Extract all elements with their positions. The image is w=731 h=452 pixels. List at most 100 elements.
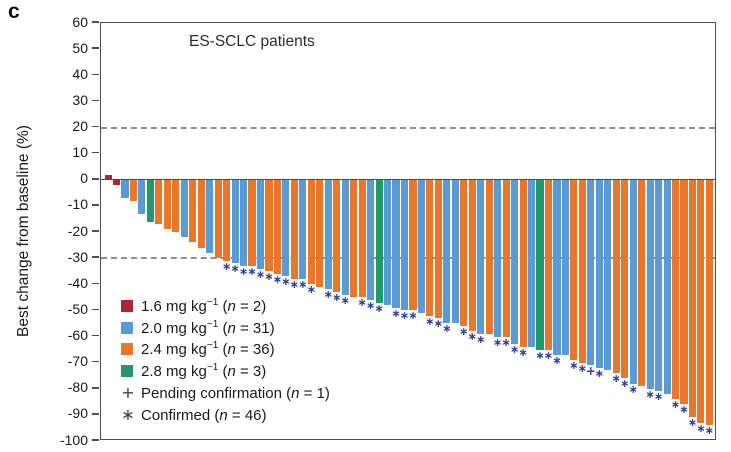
confirmed-marker: ∗ <box>366 298 376 312</box>
y-tick-label: 50 <box>72 39 88 56</box>
confirmed-marker: ∗ <box>704 424 715 438</box>
confirmed-marker: ∗ <box>408 309 418 323</box>
patient-bar <box>375 179 383 303</box>
patient-bar <box>214 179 222 259</box>
confirmed-marker: ∗ <box>459 325 469 339</box>
y-tick-mark <box>92 334 99 337</box>
patient-bar <box>561 179 569 355</box>
confirmed-marker: ∗ <box>493 335 503 349</box>
patient-bar <box>121 179 129 199</box>
patient-bar <box>333 179 341 293</box>
patient-bar <box>451 179 459 324</box>
legend-swatch-icon <box>121 365 133 378</box>
dashed-reference-line-20 <box>101 126 715 129</box>
confirmed-marker: ∗ <box>628 382 638 396</box>
confirmed-marker: ∗ <box>433 317 443 331</box>
confirmed-marker: ∗ <box>391 306 401 320</box>
patient-bar <box>223 179 231 261</box>
confirmed-marker: ∗ <box>467 330 477 344</box>
patient-bar <box>409 179 417 311</box>
patient-bar <box>104 174 112 180</box>
patient-bar <box>612 179 620 374</box>
patient-bar <box>256 179 265 269</box>
confirmed-marker: ∗ <box>306 283 316 297</box>
confirmed-marker: ∗ <box>577 361 587 375</box>
patient-bar <box>553 179 561 355</box>
patient-bar <box>536 179 544 350</box>
confirmed-marker: ∗ <box>687 416 698 430</box>
patient-bar <box>172 179 180 232</box>
confirmed-marker: ∗ <box>679 403 689 417</box>
legend-label: 1.6 mg kg−1 (n = 2) <box>141 297 267 315</box>
confirmed-marker: ∗ <box>289 278 299 292</box>
patient-bar <box>528 179 536 347</box>
confirmed-marker: ∗ <box>594 366 604 380</box>
confirmed-marker: ∗ <box>298 278 308 292</box>
patient-bar <box>392 179 400 308</box>
confirmed-marker: ∗ <box>323 288 333 302</box>
patient-bar <box>180 179 188 238</box>
y-tick-label: -70 <box>67 353 88 370</box>
y-tick-mark <box>92 125 99 128</box>
confirmed-marker: ∗ <box>340 293 350 307</box>
patient-bar <box>189 179 197 243</box>
y-tick-mark <box>92 47 99 49</box>
confirmed-marker: ∗ <box>255 267 266 281</box>
confirmed-marker: ∗ <box>653 390 664 404</box>
y-tick-label: -90 <box>67 405 88 422</box>
pending-marker: + <box>585 364 596 379</box>
confirmed-marker: ∗ <box>543 348 554 362</box>
zero-baseline <box>101 179 715 181</box>
confirmed-marker: ∗ <box>670 398 681 412</box>
y-tick-label: 10 <box>72 144 88 161</box>
patient-bar <box>240 179 248 266</box>
legend-item: ∗ Confirmed (n = 46) <box>121 404 267 425</box>
patient-bar <box>206 179 214 253</box>
y-tick-mark <box>92 308 99 311</box>
confirmed-marker: ∗ <box>238 264 249 278</box>
plus-icon: + <box>121 382 135 402</box>
y-tick-label: -30 <box>67 248 88 265</box>
patient-bar <box>671 179 680 400</box>
patient-bar <box>248 179 256 266</box>
patient-bar <box>595 179 603 368</box>
patient-bar <box>460 179 468 327</box>
patient-bar <box>138 179 146 214</box>
patient-bar <box>163 179 171 230</box>
confirmed-marker: ∗ <box>501 335 511 349</box>
y-tick-label: -10 <box>67 196 88 213</box>
confirmed-marker: ∗ <box>645 387 655 401</box>
legend-label: Confirmed (n = 46) <box>141 406 267 424</box>
patient-bar <box>697 179 705 423</box>
patient-bar <box>638 179 646 387</box>
patient-bar <box>358 179 366 298</box>
plot-title: ES-SCLC patients <box>189 33 315 50</box>
y-tick-label: 0 <box>80 170 88 187</box>
patient-bar <box>468 179 476 332</box>
patient-bar <box>578 179 586 363</box>
y-tick-mark <box>92 282 99 284</box>
patient-bar <box>426 179 434 316</box>
patient-bar <box>367 179 375 300</box>
y-tick-mark <box>92 204 99 206</box>
asterisk-icon: ∗ <box>121 404 135 424</box>
legend-item: 1.6 mg kg−1 (n = 2) <box>121 296 266 316</box>
legend-label: Pending confirmation (n = 1) <box>141 384 330 402</box>
confirmed-marker: ∗ <box>611 372 621 386</box>
confirmed-marker: ∗ <box>476 332 486 346</box>
patient-bar <box>511 179 519 345</box>
patient-bar <box>434 179 442 319</box>
confirmed-marker: ∗ <box>425 314 435 328</box>
patient-bar <box>477 179 485 334</box>
y-tick-mark <box>92 439 99 441</box>
legend-label: 2.8 mg kg−1 (n = 3) <box>141 362 267 381</box>
patient-bar <box>502 179 510 337</box>
patient-bar <box>443 179 451 324</box>
y-tick-mark <box>92 73 99 75</box>
patient-bar <box>655 179 663 392</box>
patient-bar <box>604 179 612 371</box>
patient-bar <box>324 179 332 290</box>
confirmed-marker: ∗ <box>281 275 291 289</box>
patient-bar <box>290 179 298 280</box>
